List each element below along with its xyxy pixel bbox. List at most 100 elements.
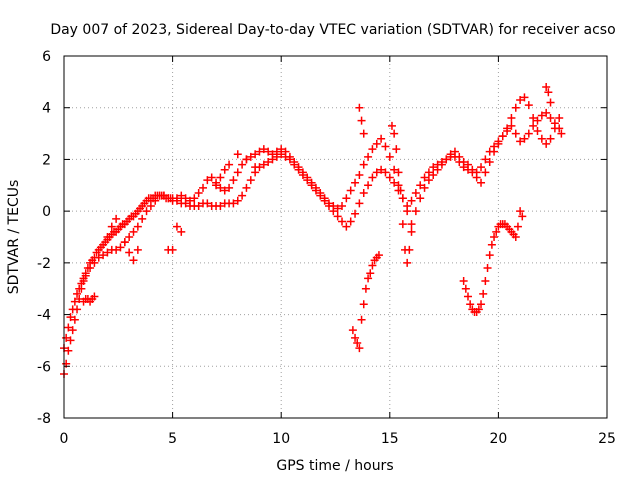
data-point (355, 103, 364, 112)
data-point (490, 142, 499, 151)
data-point (446, 150, 455, 159)
data-point (238, 160, 247, 169)
data-point (120, 238, 129, 247)
data-point (477, 163, 486, 172)
data-point (107, 222, 116, 231)
data-point (546, 134, 555, 143)
data-point (390, 165, 399, 174)
data-point (172, 194, 181, 203)
data-point (64, 346, 73, 355)
data-point (403, 258, 412, 267)
data-point (68, 305, 77, 314)
data-point (390, 129, 399, 138)
data-point (177, 227, 186, 236)
data-point (398, 194, 407, 203)
data-point (220, 186, 229, 195)
data-point (242, 183, 251, 192)
data-point (364, 274, 373, 283)
data-point (359, 300, 368, 309)
data-point (246, 176, 255, 185)
data-point (433, 165, 442, 174)
y-tick-label: 2 (42, 152, 51, 168)
x-tick-label: 20 (489, 431, 507, 447)
data-point (116, 222, 125, 231)
data-point (529, 114, 538, 123)
data-point (311, 183, 320, 192)
data-point (346, 186, 355, 195)
data-point (520, 134, 529, 143)
data-point (507, 121, 516, 130)
data-point (168, 245, 177, 254)
axis-ticks: 0 5 10 15 20 25 -8 -6 -4 -2 0 2 4 6 (37, 49, 616, 447)
data-point (66, 336, 75, 345)
chart-title: Day 007 of 2023, Sidereal Day-to-day VTE… (50, 22, 615, 38)
y-tick-label: 6 (42, 49, 51, 65)
data-point (524, 129, 533, 138)
data-point (342, 194, 351, 203)
data-point (372, 168, 381, 177)
data-point (225, 160, 234, 169)
data-point (264, 147, 273, 156)
data-point (385, 152, 394, 161)
data-point (416, 194, 425, 203)
data-point (557, 129, 566, 138)
data-point (351, 333, 360, 342)
data-point (212, 181, 221, 190)
data-point (129, 256, 138, 265)
data-point (73, 289, 82, 298)
data-point (485, 251, 494, 260)
data-point (303, 173, 312, 182)
data-markers (60, 83, 566, 379)
data-point (424, 168, 433, 177)
data-point (544, 88, 553, 97)
data-point (359, 129, 368, 138)
data-point (442, 155, 451, 164)
y-tick-label: 0 (42, 204, 51, 220)
data-point (463, 292, 472, 301)
data-point (411, 207, 420, 216)
data-point (348, 326, 357, 335)
data-point (116, 243, 125, 252)
x-tick-label: 0 (60, 431, 69, 447)
data-point (424, 176, 433, 185)
data-point (259, 145, 268, 154)
data-point (138, 214, 147, 223)
data-point (366, 269, 375, 278)
data-point (405, 245, 414, 254)
data-point (466, 300, 475, 309)
data-point (483, 264, 492, 273)
data-point (324, 199, 333, 208)
data-point (520, 93, 529, 102)
data-point (511, 129, 520, 138)
data-point (346, 217, 355, 226)
data-point (474, 305, 483, 314)
data-point (516, 137, 525, 146)
data-point (503, 124, 512, 133)
data-point (429, 170, 438, 179)
data-point (437, 160, 446, 169)
x-tick-label: 5 (168, 431, 177, 447)
data-point (537, 111, 546, 120)
data-point (220, 165, 229, 174)
data-point (207, 173, 216, 182)
y-tick-label: -6 (37, 359, 51, 375)
data-point (398, 220, 407, 229)
data-point (351, 209, 360, 218)
data-point (194, 189, 203, 198)
data-point (381, 168, 390, 177)
data-point (429, 163, 438, 172)
data-point (329, 201, 338, 210)
data-point (372, 139, 381, 148)
data-point (66, 313, 75, 322)
data-point (355, 170, 364, 179)
data-point (151, 196, 160, 205)
data-point (542, 83, 551, 92)
data-point (129, 227, 138, 236)
data-point (385, 173, 394, 182)
data-point (70, 315, 79, 324)
data-point (125, 248, 134, 257)
data-point (513, 222, 522, 231)
grid-layer (64, 56, 607, 418)
data-point (103, 233, 112, 241)
x-tick-label: 25 (598, 431, 616, 447)
